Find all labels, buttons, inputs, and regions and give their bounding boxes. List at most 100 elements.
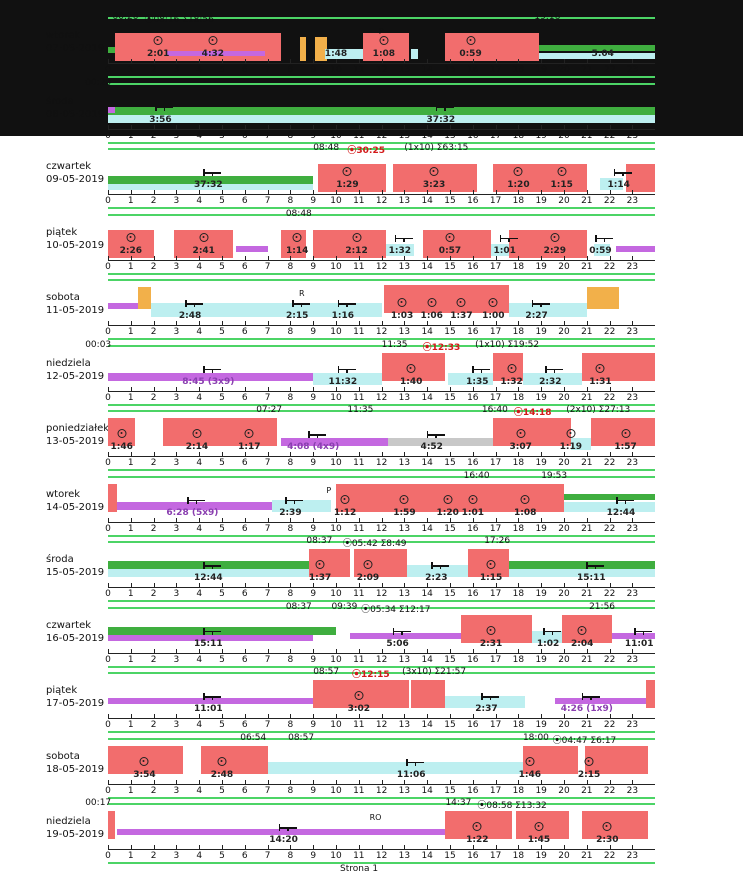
activity-segment xyxy=(616,245,656,252)
duration-label: 8:45 (3x9) xyxy=(182,376,235,387)
duration-label: 2:29 xyxy=(543,245,567,256)
axis-tick-label: 7 xyxy=(264,130,271,141)
axis-tick xyxy=(518,583,520,588)
header-text: 08:57 xyxy=(288,732,315,743)
axis-tick-label: 16 xyxy=(467,851,479,861)
weekday-label: wtorek xyxy=(46,488,81,500)
axis-tick-label: 8 xyxy=(287,589,294,599)
bed-post xyxy=(300,303,303,307)
rest-bed-icon xyxy=(613,169,624,176)
axis-tick-label: 16 xyxy=(467,261,479,272)
axis-tick-label: 0 xyxy=(105,261,111,272)
axis-tick xyxy=(130,648,132,654)
axis-tick-label: 17 xyxy=(489,851,502,861)
axis-tick-label: 22 xyxy=(603,851,616,861)
work-circle-icon xyxy=(429,167,439,176)
activity-segment xyxy=(461,614,533,643)
header-text: (1x10) Σ19:52 xyxy=(475,339,540,350)
axis-tick xyxy=(336,124,337,130)
header-text: 08:37 xyxy=(285,601,312,612)
activity-segment xyxy=(317,164,387,192)
axis-tick-label: 19 xyxy=(535,523,547,534)
axis-tick-label: 22 xyxy=(603,785,616,796)
axis-tick-label: 2 xyxy=(150,785,157,796)
axis-tick-label: 8 xyxy=(287,720,294,730)
duration-label: 1:37 xyxy=(450,311,473,321)
axis-tick-label: 2 xyxy=(150,196,157,206)
axis-tick-label: 4 xyxy=(196,720,203,730)
axis-tick xyxy=(358,648,360,654)
axis-tick-label: 8 xyxy=(287,196,294,206)
activity-segment xyxy=(561,614,612,643)
work-circle-icon xyxy=(516,429,526,438)
duration-label: 0:59 xyxy=(589,245,612,256)
axis-tick xyxy=(244,190,246,195)
axis-tick xyxy=(108,845,109,850)
axis-tick-label: 8 xyxy=(287,261,294,272)
work-circle-icon xyxy=(466,36,476,45)
axis-tick xyxy=(267,255,269,261)
axis-tick xyxy=(244,124,246,130)
axis-tick-label: 6 xyxy=(241,720,248,730)
axis-tick-label: 20 xyxy=(558,392,570,403)
rest-bed-icon xyxy=(545,365,556,373)
rest-bed-icon xyxy=(203,169,214,176)
bed-post xyxy=(594,565,597,569)
header-text: ⦿08:16 Σ18:56 xyxy=(144,15,214,25)
axis-tick xyxy=(199,386,201,392)
header-text: 08:37 xyxy=(306,536,333,546)
axis-tick xyxy=(518,714,520,719)
axis-tick xyxy=(632,386,634,392)
axis-tick-label: 9 xyxy=(310,392,317,403)
axis-tick xyxy=(381,517,383,523)
bottom-green-line xyxy=(108,665,656,668)
axis-tick xyxy=(381,648,383,654)
axis-tick xyxy=(108,714,109,719)
bed-post xyxy=(553,368,556,373)
weekday-label: piątek xyxy=(46,226,78,238)
axis-tick-label: 11 xyxy=(353,392,365,403)
axis-tick xyxy=(108,321,109,326)
bottom-green-line xyxy=(108,796,656,799)
axis-tick-label: 0 xyxy=(105,654,111,665)
day-timeline: 08:37 09:39 ⦿05:34 Σ12:17 21:56 15:11 5:06 2:3… xyxy=(105,601,656,668)
axis-tick-label: 7 xyxy=(264,327,271,337)
axis-tick-label: 19 xyxy=(535,851,547,861)
day-timeline: 08:37 ⦿05:42 Σ8:49 17:26 12:44 1:37 2:09 2:23 1… xyxy=(105,536,656,602)
header-text: ⦿08:58 Σ13:32 xyxy=(477,801,547,811)
duration-label: 3:54 xyxy=(133,769,156,780)
axis-tick xyxy=(222,779,223,785)
activity-segment xyxy=(108,634,314,641)
axis-tick xyxy=(130,845,132,850)
bed-post xyxy=(489,696,492,700)
axis-tick-label: 8 xyxy=(287,392,294,403)
duration-label: 1:15 xyxy=(550,180,573,190)
axis-tick xyxy=(176,452,178,457)
axis-tick-label: 20 xyxy=(558,261,570,272)
axis-tick-label: 7 xyxy=(264,261,271,272)
bed-post xyxy=(622,172,624,176)
day-label: środa 15-05-2019 xyxy=(46,553,108,579)
axis-tick xyxy=(586,845,588,850)
work-circle-icon xyxy=(525,756,535,766)
axis-tick-label: 12 xyxy=(375,589,388,599)
axis-tick-label: 21 xyxy=(581,785,593,796)
axis-tick-label: 3 xyxy=(173,851,180,861)
weekday-label: wtorek xyxy=(46,30,81,41)
axis-tick-label: 2 xyxy=(150,392,157,403)
bottom-green-line xyxy=(108,272,656,275)
axis-tick-label: 21 xyxy=(581,720,593,730)
day-timeline: 00:03 11:35 ⦿12:33 (1x10) Σ19:52 8:45 (3x9) 1… xyxy=(85,339,656,406)
weekday-label: piątek xyxy=(46,685,78,696)
axis-tick xyxy=(358,517,360,523)
axis-tick xyxy=(199,779,201,785)
axis-tick-label: 17 xyxy=(489,65,502,75)
header-text: 08:48 xyxy=(313,143,340,153)
bottom-green-line xyxy=(108,403,656,406)
axis-tick-label: 20 xyxy=(558,458,570,468)
axis-tick-label: 11 xyxy=(353,720,365,730)
axis-tick-label: 5 xyxy=(219,589,225,599)
axis-tick-label: 4 xyxy=(196,785,203,796)
axis-tick xyxy=(450,59,451,64)
axis-tick-label: 1 xyxy=(127,654,134,665)
